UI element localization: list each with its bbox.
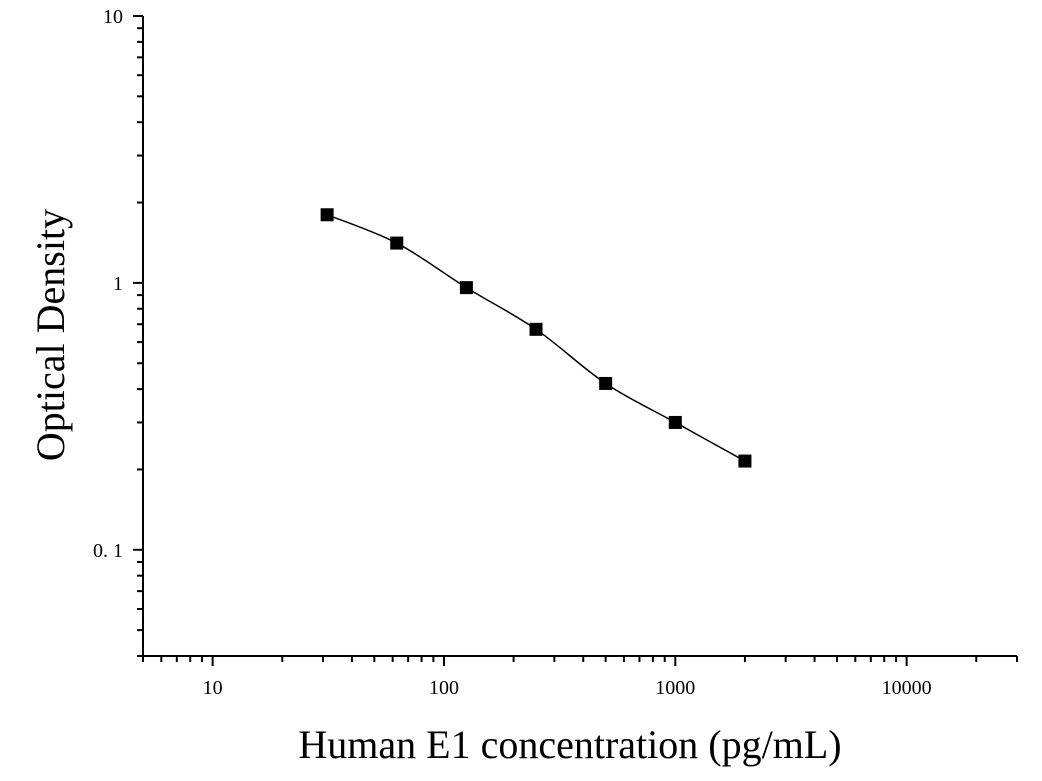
y-tick-label: 0. 1 — [93, 540, 123, 562]
x-tick-label: 1000 — [655, 677, 695, 699]
y-tick-label: 10 — [103, 6, 123, 28]
x-tick-label: 10000 — [882, 677, 932, 699]
data-point — [459, 281, 473, 295]
data-point — [738, 454, 752, 468]
data-points — [320, 208, 752, 468]
x-tick-label: 10 — [203, 677, 223, 699]
axes: 10 100 1000 10000 0. 1 1 10 — [93, 6, 1018, 699]
data-point — [320, 208, 334, 222]
data-point — [668, 415, 682, 429]
data-point — [390, 236, 404, 250]
data-point — [529, 322, 543, 336]
data-point — [599, 376, 613, 390]
y-tick-label: 1 — [113, 273, 123, 295]
fit-curve — [326, 214, 746, 462]
x-tick-label: 100 — [429, 677, 459, 699]
y-axis-title: Optical Density — [28, 209, 73, 461]
x-axis-title: Human E1 concentration (pg/mL) — [298, 722, 841, 767]
fit-curve-layer — [326, 214, 746, 462]
